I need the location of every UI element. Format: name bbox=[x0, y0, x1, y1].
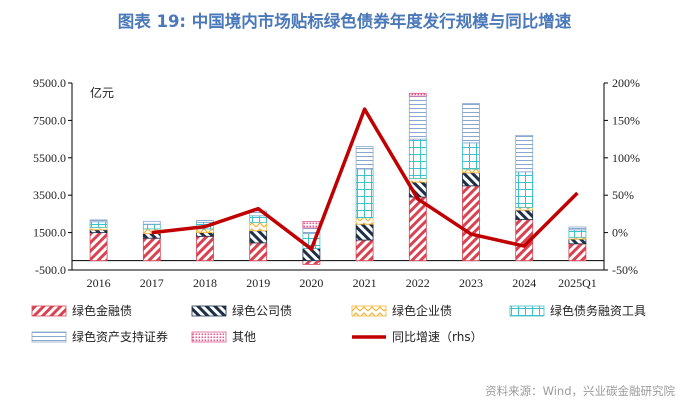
left-tick-label: 7500.0 bbox=[33, 113, 66, 127]
right-tick-label: 50% bbox=[612, 188, 634, 202]
bar-segment bbox=[462, 168, 480, 174]
bar-segment bbox=[515, 209, 534, 220]
left-tick-label: -500.0 bbox=[35, 263, 66, 277]
right-tick-label: 200% bbox=[612, 76, 640, 90]
bar-segment bbox=[408, 92, 427, 97]
x-tick-label: 2021 bbox=[353, 276, 377, 290]
legend-label: 绿色金融债 bbox=[72, 303, 132, 318]
x-tick-label: 2016 bbox=[87, 276, 111, 290]
bar-segment bbox=[142, 237, 161, 262]
legend-swatch bbox=[351, 305, 387, 317]
bar-segment bbox=[196, 228, 214, 234]
x-tick-label: 2023 bbox=[459, 276, 483, 290]
right-tick-label: 150% bbox=[612, 113, 640, 127]
bar-segment bbox=[408, 177, 427, 183]
bar-segment bbox=[302, 220, 321, 229]
x-tick-label: 2017 bbox=[140, 276, 164, 290]
bar-segment bbox=[142, 220, 161, 225]
bar-segment bbox=[408, 95, 427, 140]
bar-segment bbox=[462, 172, 480, 187]
x-tick-label: 2022 bbox=[406, 276, 430, 290]
growth-line bbox=[151, 107, 579, 251]
x-tick-label: 2019 bbox=[246, 276, 270, 290]
left-axis-unit: 亿元 bbox=[90, 85, 114, 100]
bar-segment bbox=[89, 219, 108, 223]
bar-segment bbox=[196, 232, 214, 237]
x-tick-label: 2020 bbox=[299, 276, 323, 290]
legend-label: 绿色公司债 bbox=[232, 303, 292, 318]
bar-segment bbox=[462, 185, 480, 262]
growth-line-path bbox=[151, 107, 579, 251]
legend-label: 其他 bbox=[232, 330, 256, 344]
axes: -500.0 1500.0 3500.0 5500.0 7500.0 9500.0 -50%… bbox=[33, 76, 640, 290]
bar-segment bbox=[196, 235, 214, 262]
legend-swatch bbox=[509, 305, 545, 317]
legend-swatch bbox=[31, 305, 67, 317]
right-tick-label: 100% bbox=[612, 151, 640, 165]
bar-segment bbox=[89, 229, 108, 233]
bar-segment bbox=[515, 171, 534, 208]
bar-segment bbox=[408, 196, 427, 262]
legend-label: 绿色债务融资工具 bbox=[550, 303, 646, 318]
bar-segment bbox=[568, 243, 587, 262]
legend-label: 绿色资产支持证券 bbox=[72, 329, 168, 344]
bar-segment bbox=[355, 168, 374, 219]
bar-segment bbox=[568, 226, 587, 231]
bar-segment bbox=[568, 229, 587, 238]
bar-segment bbox=[462, 142, 480, 170]
bar-segment bbox=[249, 230, 268, 244]
bar-segment bbox=[249, 215, 268, 223]
left-tick-label: 1500.0 bbox=[33, 226, 66, 240]
legend-label: 同比增速（rhs） bbox=[392, 330, 483, 344]
bar-segment bbox=[89, 221, 108, 228]
bar-segment bbox=[515, 206, 534, 211]
source-note: 资料来源：Wind，兴业碳金融研究院 bbox=[485, 384, 675, 398]
legend-label: 绿色企业债 bbox=[392, 303, 452, 318]
bar-segment bbox=[515, 134, 534, 173]
left-tick-label: 5500.0 bbox=[33, 151, 66, 165]
bar-segment bbox=[462, 103, 480, 144]
x-tick-label: 2018 bbox=[193, 276, 217, 290]
bar-segment bbox=[249, 221, 268, 232]
bar-segment bbox=[302, 260, 321, 265]
legend-swatch bbox=[191, 305, 227, 317]
bar-segment bbox=[355, 146, 374, 170]
right-tick-label: 0% bbox=[612, 226, 628, 240]
bar-segment bbox=[408, 138, 427, 179]
bar-segment bbox=[355, 239, 374, 262]
bar-segment bbox=[142, 223, 161, 230]
x-tick-label: 2024 bbox=[512, 276, 536, 290]
x-tick-label: 2025Q1 bbox=[558, 276, 597, 290]
bar-segment bbox=[249, 242, 268, 262]
bar-segment bbox=[196, 220, 214, 223]
left-tick-label: 3500.0 bbox=[33, 188, 66, 202]
chart-title: 图表 19: 中国境内市场贴标绿色债券年度发行规模与同比增速 bbox=[117, 12, 572, 31]
left-tick-label: 9500.0 bbox=[33, 76, 66, 90]
legend-swatch bbox=[31, 331, 67, 343]
bar-segment bbox=[568, 238, 587, 245]
bar-segment bbox=[142, 233, 161, 239]
bar-segment bbox=[89, 232, 108, 262]
legend-swatch bbox=[191, 331, 227, 343]
bar-segment bbox=[355, 223, 374, 241]
bar-segment bbox=[355, 217, 374, 225]
right-tick-label: -50% bbox=[612, 263, 638, 277]
